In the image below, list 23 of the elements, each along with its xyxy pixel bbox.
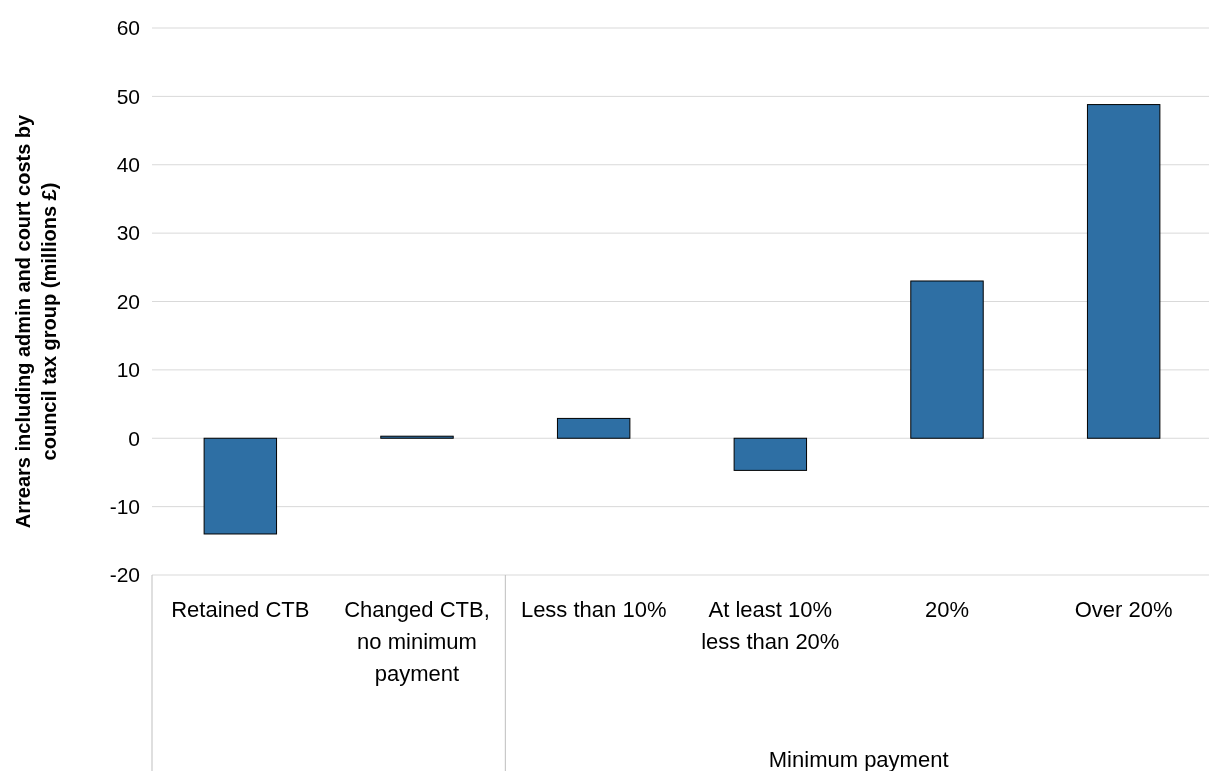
bar: [1086, 104, 1161, 439]
x-tick-label: At least 10% less than 20%: [701, 597, 840, 654]
bar: [380, 435, 454, 439]
y-tick-label: 60: [116, 16, 140, 40]
y-tick-label: 20: [116, 289, 140, 313]
y-axis-title: Arrears including admin and court costs by council tax group (millions £): [12, 113, 60, 529]
bar: [556, 417, 631, 439]
text: Minimum payment: [768, 747, 949, 771]
y-tick-label: 50: [116, 84, 140, 108]
bar: [733, 437, 808, 471]
bar: [910, 280, 984, 439]
x-tick-label: 20%: [924, 597, 970, 622]
x-tick-label: Over 20%: [1074, 597, 1173, 622]
x-tick-label: Retained CTB: [171, 597, 310, 622]
bar: [203, 437, 278, 535]
y-tick-label: -10: [109, 494, 140, 518]
y-tick-label: 30: [116, 221, 140, 245]
x-tick-label: Changed CTB, no minimum payment: [344, 597, 490, 686]
y-tick-label: -20: [109, 563, 140, 587]
y-tick-label: 0: [128, 426, 140, 450]
x-tick-label: Less than 10%: [520, 597, 667, 622]
y-tick-label: 10: [116, 358, 140, 382]
y-tick-label: 40: [116, 153, 140, 177]
